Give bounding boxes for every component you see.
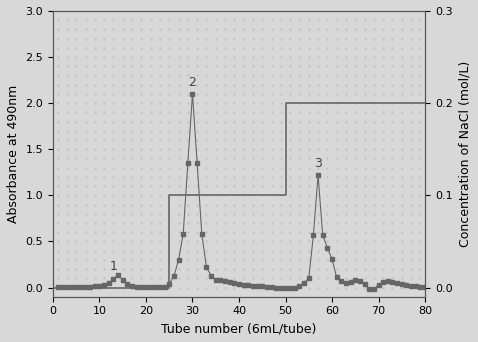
Y-axis label: Absorbance at 490nm: Absorbance at 490nm <box>7 85 20 223</box>
Text: 1: 1 <box>109 260 118 273</box>
Y-axis label: Concentration of NaCl (mol/L): Concentration of NaCl (mol/L) <box>458 61 471 247</box>
Text: 3: 3 <box>314 157 322 170</box>
Text: 2: 2 <box>188 76 196 89</box>
X-axis label: Tube number (6mL/tube): Tube number (6mL/tube) <box>161 322 317 335</box>
